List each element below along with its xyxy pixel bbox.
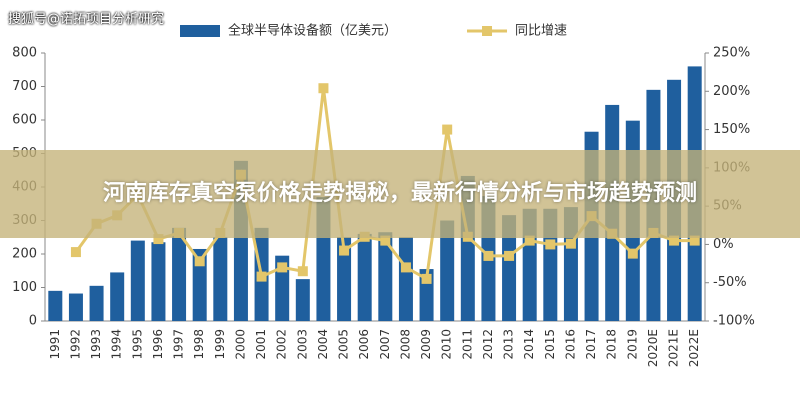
line-marker [483,250,494,261]
bar [151,242,166,321]
x-tick-label: 2021E [667,329,681,367]
x-tick-label: 2022E [687,329,701,367]
y-tick-label: 800 [12,46,37,61]
bar [378,232,393,321]
y-tick-label: 200 [12,247,37,262]
line-marker [318,83,329,94]
x-tick-label: 1994 [110,329,124,360]
y2-tick-label: -100% [713,314,755,329]
x-tick-label: 2020E [646,329,660,367]
legend-swatch [180,25,220,37]
x-tick-label: 2010 [440,329,454,360]
x-tick-label: 1991 [48,329,62,360]
x-tick-label: 1997 [172,329,186,360]
line-marker [565,238,576,249]
line-marker [70,247,81,258]
y2-tick-label: 250% [713,46,750,61]
legend-label: 全球半导体设备额（亿美元） [228,23,397,39]
x-tick-label: 2005 [337,329,351,360]
watermark: 搜狐号@诺拓项目分析研究 [8,12,165,27]
line-marker [421,273,432,284]
x-tick-label: 2007 [378,329,392,360]
line-marker [400,262,411,273]
line-marker [504,250,515,261]
bar [502,215,517,321]
y2-tick-label: 0% [713,237,734,252]
bar [357,233,372,321]
y2-tick-label: -50% [713,275,747,290]
bar [130,240,145,321]
y-tick-label: 700 [12,79,37,94]
bar [337,237,352,321]
y2-tick-label: 200% [713,84,750,99]
line-marker [194,256,205,267]
line-marker [256,271,267,282]
overlay-banner: 河南库存真空泵价格走势揭秘，最新行情分析与市场趋势预测 [0,150,800,238]
y2-tick-label: 150% [713,122,750,137]
y-tick-label: 100 [12,280,37,295]
y-tick-label: 600 [12,113,37,128]
legend-swatch [482,26,493,36]
bar [440,220,455,321]
x-tick-label: 2019 [625,329,639,360]
x-tick-label: 2017 [584,329,598,360]
x-tick-label: 1999 [213,329,227,360]
x-tick-label: 2003 [295,329,309,360]
x-tick-label: 2006 [357,329,371,360]
x-tick-label: 2018 [605,329,619,360]
bar [68,293,83,321]
x-tick-label: 1992 [68,329,82,360]
line-marker [277,262,288,273]
x-tick-label: 2015 [543,329,557,360]
line-marker [627,248,638,259]
x-tick-label: 2008 [398,329,412,360]
x-tick-label: 1995 [130,329,144,360]
y-tick-label: 0 [29,314,37,329]
x-tick-label: 2001 [254,329,268,360]
x-tick-label: 2002 [275,329,289,360]
bar [295,279,310,321]
bar [48,290,63,321]
line-marker [339,245,350,256]
x-tick-label: 1998 [192,329,206,360]
bar [172,227,187,321]
line-marker [524,235,535,246]
x-tick-label: 2004 [316,329,330,360]
line-marker [380,235,391,246]
overlay-title: 河南库存真空泵价格走势揭秘，最新行情分析与市场趋势预测 [102,181,697,206]
bar [110,272,125,321]
bar [398,237,413,321]
line-marker [442,124,453,135]
x-tick-label: 2000 [233,329,247,360]
bar [192,248,207,321]
bar [213,237,228,321]
x-tick-label: 1996 [151,329,165,360]
line-marker [297,266,308,277]
line-marker [689,235,700,246]
legend-label: 同比增速 [515,24,567,39]
x-tick-label: 2012 [481,329,495,360]
line-marker [153,234,164,245]
x-tick-label: 2011 [460,329,474,360]
bar [89,285,104,321]
x-tick-label: 2013 [502,329,516,360]
x-tick-label: 2009 [419,329,433,360]
x-tick-label: 2016 [563,329,577,360]
line-marker [669,235,680,246]
x-tick-label: 2014 [522,329,536,360]
x-tick-label: 1993 [89,329,103,360]
line-marker [545,239,556,250]
